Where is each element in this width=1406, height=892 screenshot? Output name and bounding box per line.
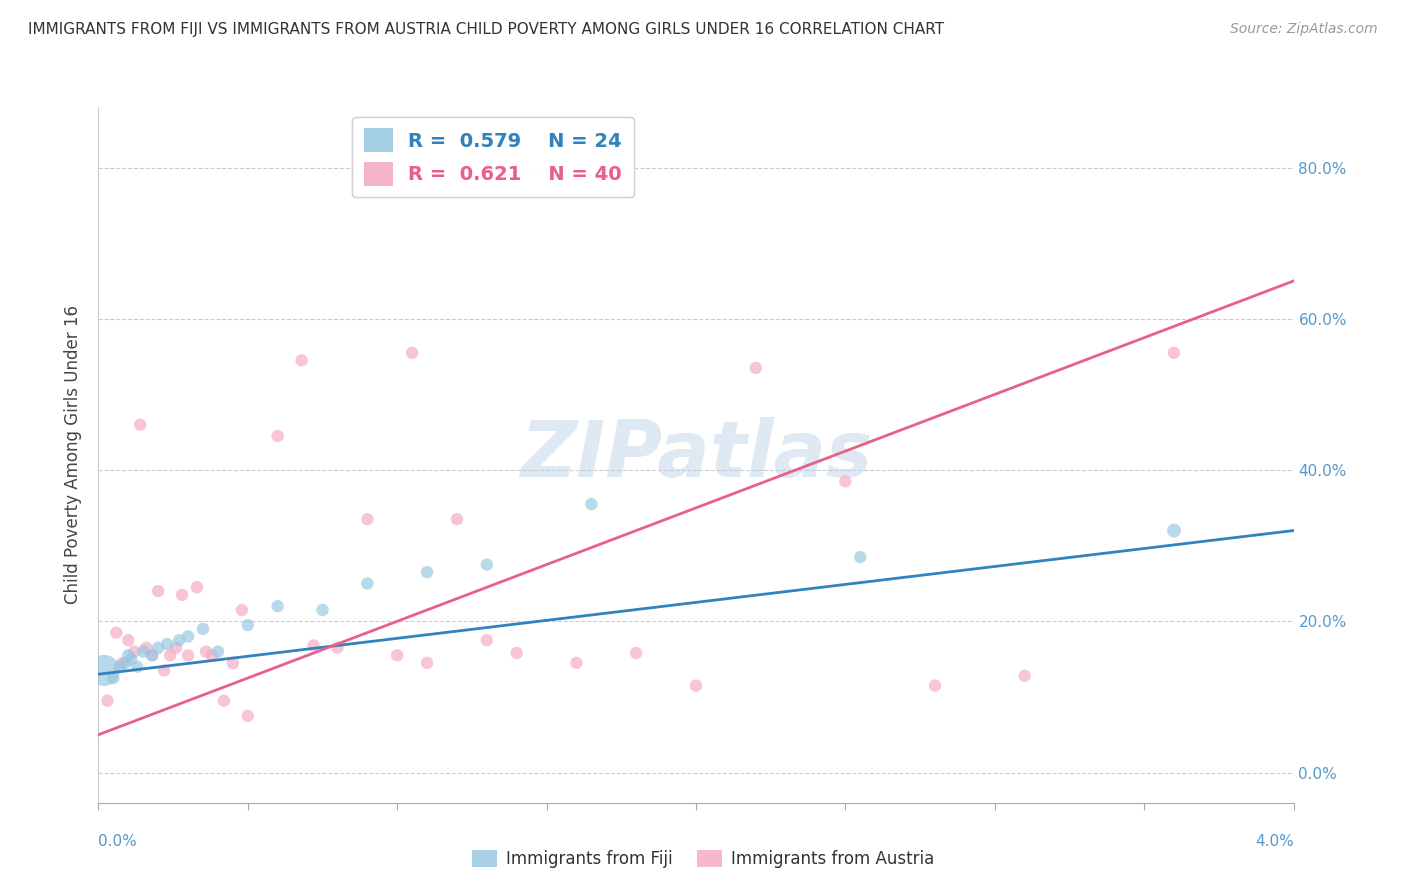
Text: Source: ZipAtlas.com: Source: ZipAtlas.com bbox=[1230, 22, 1378, 37]
Point bbox=[96, 694, 118, 708]
Point bbox=[236, 618, 259, 632]
Point bbox=[565, 656, 588, 670]
Point bbox=[194, 644, 218, 658]
Text: 0.0%: 0.0% bbox=[98, 834, 138, 849]
Point bbox=[153, 664, 176, 678]
Text: ZIPatlas: ZIPatlas bbox=[520, 417, 872, 493]
Point bbox=[290, 353, 312, 368]
Point bbox=[186, 580, 208, 594]
Legend: Immigrants from Fiji, Immigrants from Austria: Immigrants from Fiji, Immigrants from Au… bbox=[465, 843, 941, 875]
Point bbox=[267, 429, 290, 443]
Point bbox=[581, 497, 603, 511]
Point bbox=[222, 656, 245, 670]
Point bbox=[475, 558, 498, 572]
Point bbox=[924, 679, 946, 693]
Point bbox=[120, 652, 142, 666]
Point bbox=[356, 512, 378, 526]
Point bbox=[141, 648, 163, 663]
Point bbox=[191, 622, 214, 636]
Point bbox=[745, 360, 768, 375]
Point bbox=[302, 639, 325, 653]
Legend: R =  0.579    N = 24, R =  0.621    N = 40: R = 0.579 N = 24, R = 0.621 N = 40 bbox=[352, 117, 634, 197]
Point bbox=[207, 644, 229, 658]
Point bbox=[141, 648, 163, 663]
Y-axis label: Child Poverty Among Girls Under 16: Child Poverty Among Girls Under 16 bbox=[65, 305, 83, 605]
Point bbox=[103, 671, 125, 685]
Point bbox=[135, 640, 157, 655]
Point bbox=[1163, 346, 1185, 360]
Point bbox=[326, 640, 349, 655]
Point bbox=[624, 646, 647, 660]
Point bbox=[111, 656, 134, 670]
Point bbox=[93, 664, 115, 678]
Point bbox=[172, 588, 194, 602]
Point bbox=[105, 625, 128, 640]
Point bbox=[416, 656, 439, 670]
Point bbox=[236, 708, 259, 723]
Text: 4.0%: 4.0% bbox=[1254, 834, 1294, 849]
Point bbox=[159, 648, 181, 663]
Point bbox=[129, 417, 152, 432]
Point bbox=[167, 633, 190, 648]
Point bbox=[117, 633, 139, 648]
Point bbox=[148, 640, 170, 655]
Point bbox=[148, 584, 170, 599]
Point bbox=[124, 644, 146, 658]
Point bbox=[177, 629, 200, 643]
Point bbox=[156, 637, 179, 651]
Point bbox=[1014, 669, 1036, 683]
Point bbox=[132, 644, 155, 658]
Point bbox=[127, 659, 149, 673]
Point bbox=[475, 633, 498, 648]
Point bbox=[108, 659, 131, 673]
Point bbox=[311, 603, 333, 617]
Point bbox=[117, 648, 139, 663]
Point bbox=[165, 640, 187, 655]
Point bbox=[177, 648, 200, 663]
Point bbox=[416, 565, 439, 579]
Point bbox=[834, 475, 856, 489]
Point bbox=[849, 549, 872, 564]
Point bbox=[401, 346, 423, 360]
Text: IMMIGRANTS FROM FIJI VS IMMIGRANTS FROM AUSTRIA CHILD POVERTY AMONG GIRLS UNDER : IMMIGRANTS FROM FIJI VS IMMIGRANTS FROM … bbox=[28, 22, 945, 37]
Point bbox=[267, 599, 290, 614]
Point bbox=[685, 679, 707, 693]
Point bbox=[506, 646, 529, 660]
Point bbox=[201, 648, 224, 663]
Point bbox=[212, 694, 235, 708]
Point bbox=[231, 603, 253, 617]
Point bbox=[446, 512, 468, 526]
Point bbox=[114, 656, 136, 670]
Point bbox=[1163, 524, 1185, 538]
Point bbox=[385, 648, 409, 663]
Point bbox=[356, 576, 378, 591]
